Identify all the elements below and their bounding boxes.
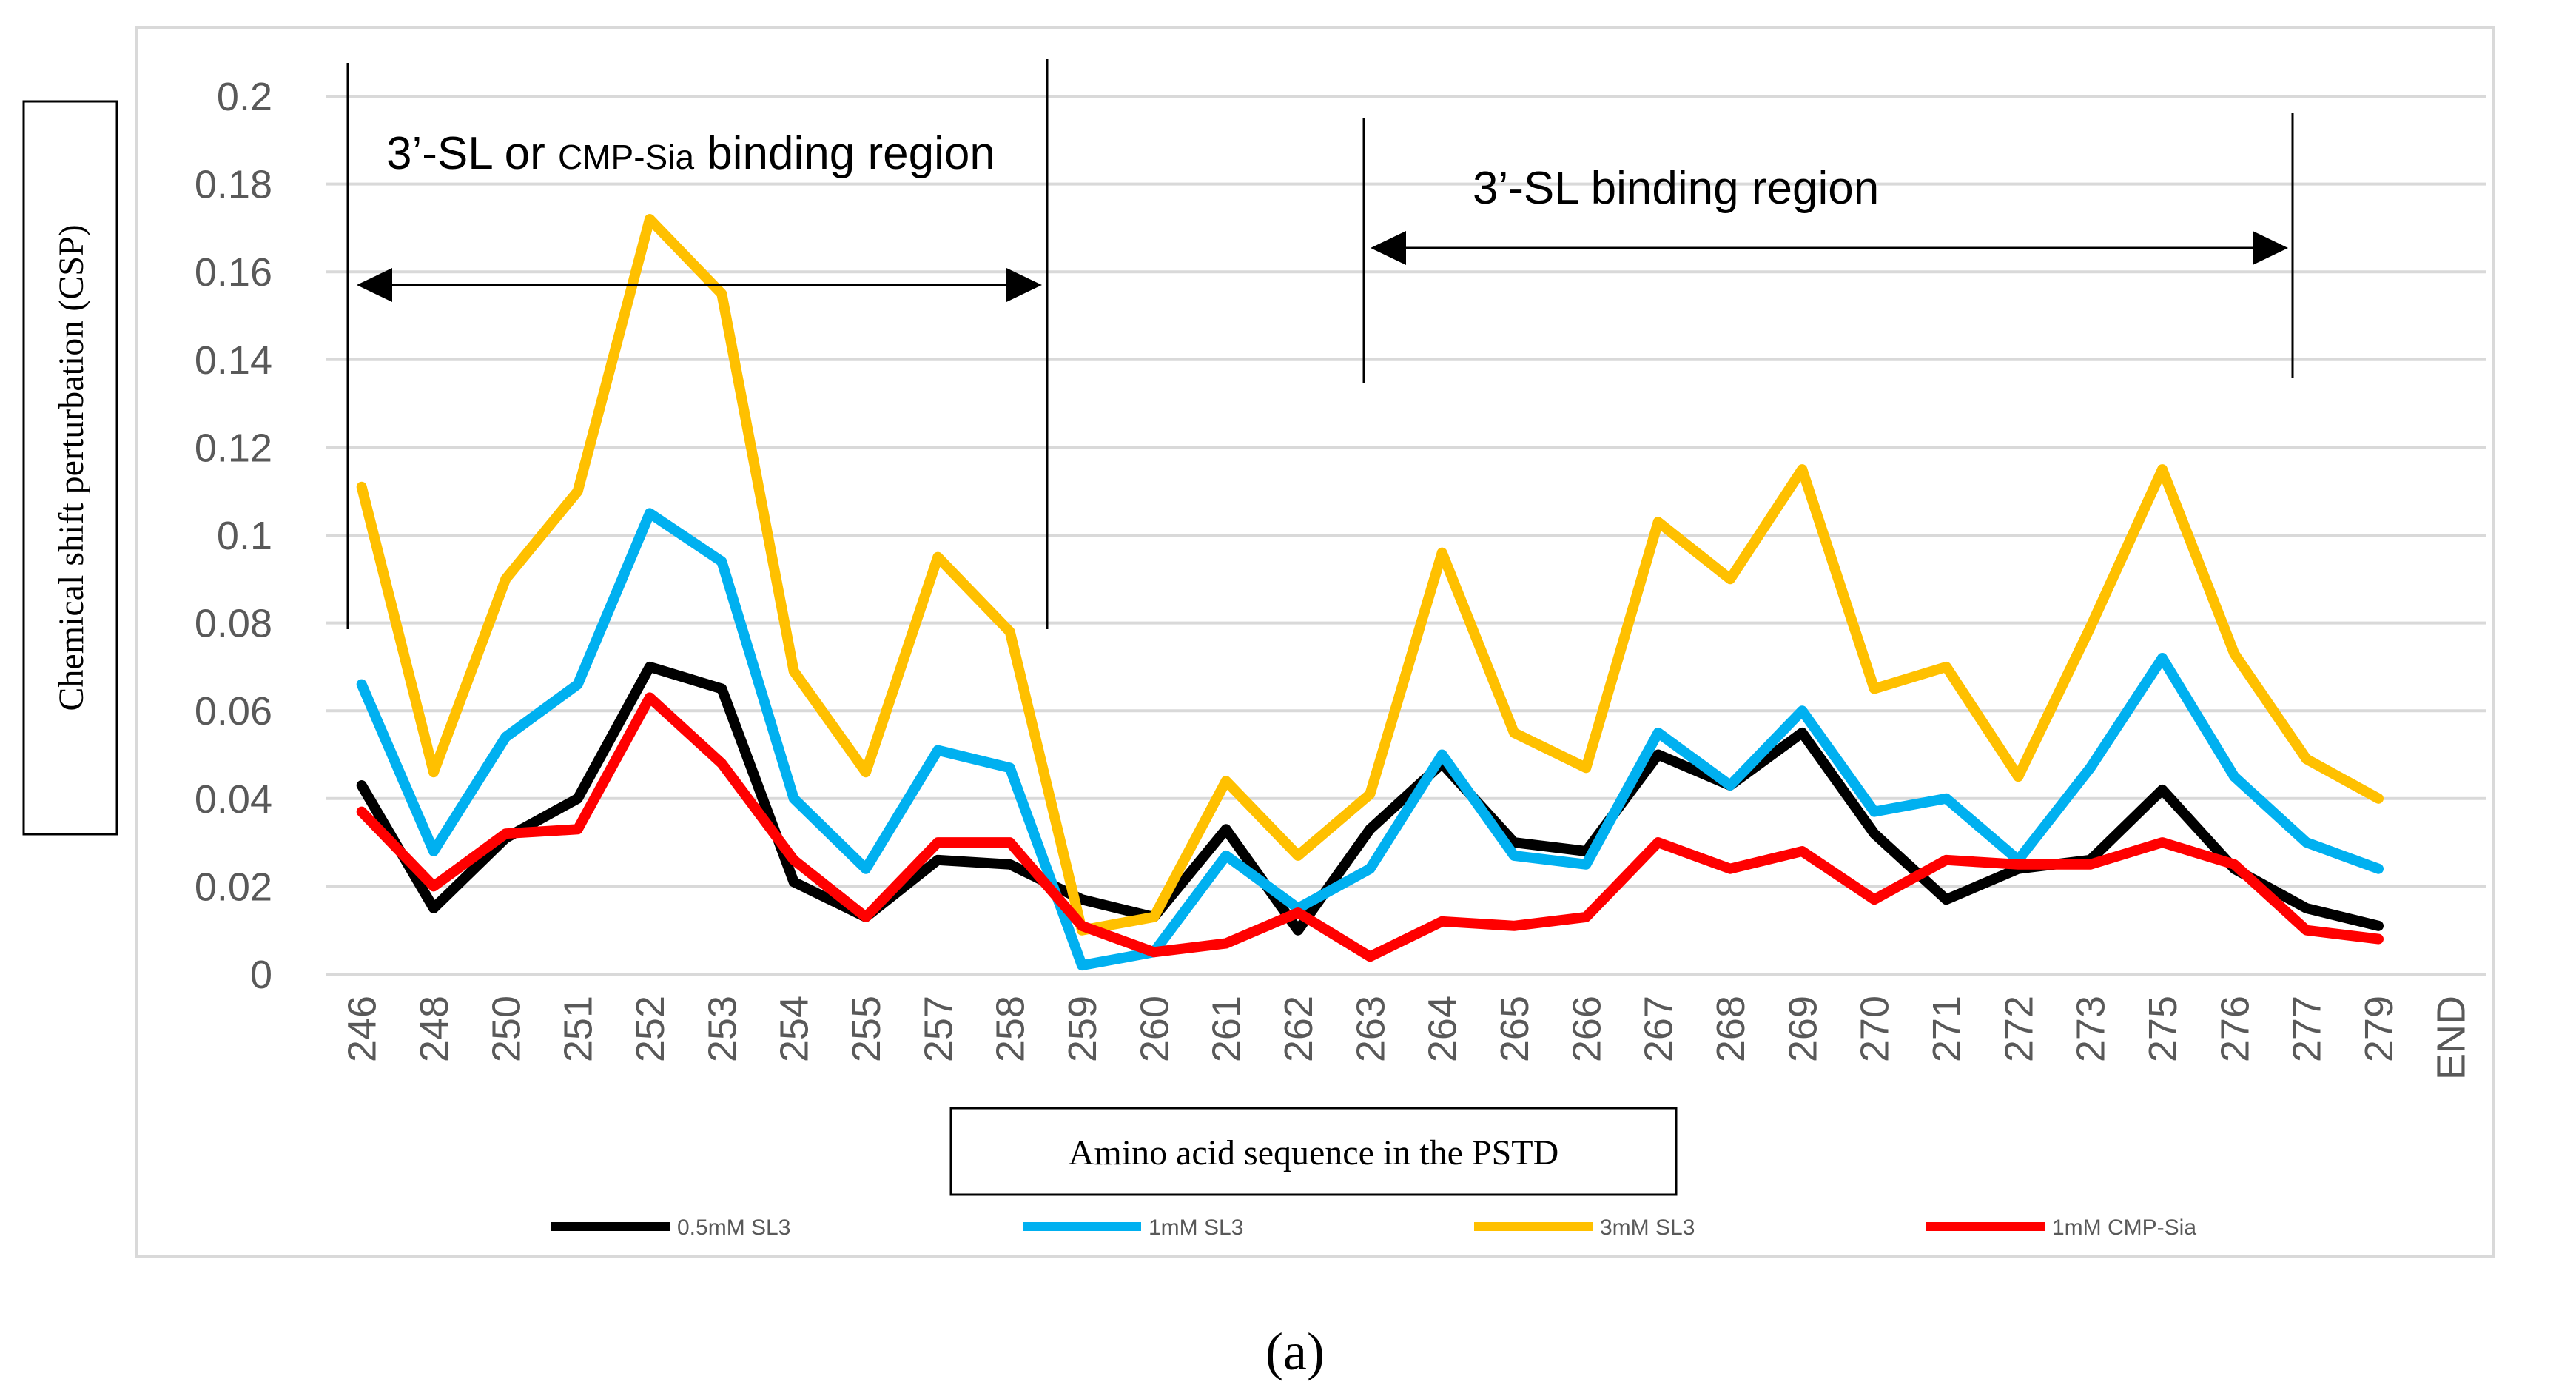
x-tick-label: 265 <box>1493 996 1537 1062</box>
x-tick-label: 273 <box>2069 996 2113 1062</box>
x-tick-label: 276 <box>2213 996 2257 1062</box>
region-1-label-b: CMP-Sia <box>558 138 694 176</box>
x-tick-label: 264 <box>1421 996 1465 1062</box>
annotation-region-2: 3’-SL binding region <box>1362 113 2294 383</box>
y-tick-label: 0 <box>250 953 272 997</box>
x-tick-label: 268 <box>1709 996 1753 1062</box>
y-tick-label: 0.06 <box>195 689 272 734</box>
y-tick-label: 0.1 <box>217 514 272 558</box>
y-tick-label: 0.16 <box>195 250 272 295</box>
y-tick-label: 0.08 <box>195 602 272 646</box>
x-tick-label: 252 <box>628 996 673 1062</box>
region-1-label: 3’-SL or CMP-Sia binding region <box>386 128 995 179</box>
y-tick-label: 0.14 <box>195 338 272 383</box>
y-tick-label: 0.2 <box>217 75 272 119</box>
x-tick-label: 277 <box>2285 996 2330 1062</box>
y-tick-label: 0.12 <box>195 426 272 470</box>
x-axis-title: Amino acid sequence in the PSTD <box>1069 1133 1559 1172</box>
y-tick-label: 0.04 <box>195 777 272 822</box>
x-tick-label: 258 <box>989 996 1033 1062</box>
region-2-label: 3’-SL binding region <box>1473 163 1879 214</box>
x-tick-label: 262 <box>1277 996 1321 1062</box>
x-tick-label: 246 <box>340 996 385 1062</box>
figure-caption: (a) <box>1265 1322 1325 1381</box>
chart-frame <box>135 26 2495 1258</box>
legend: 0.5mM SL3 1mM SL3 3mM SL3 1mM CMP-Sia <box>551 1215 2196 1240</box>
series-lines <box>356 214 2384 971</box>
region-1-arrow-left-head <box>357 268 392 302</box>
x-tick-label: 266 <box>1564 996 1609 1062</box>
legend-label: 1mM SL3 <box>1149 1215 1243 1240</box>
x-tick-label: 251 <box>556 996 601 1062</box>
y-axis-title-box <box>22 100 118 836</box>
x-tick-label: 257 <box>916 996 961 1062</box>
gridlines <box>326 95 2486 888</box>
x-tick-label: 271 <box>1925 996 1969 1062</box>
region-1-arrow-right-head <box>1006 268 1042 302</box>
x-tick-label: 270 <box>1853 996 1897 1062</box>
x-tick-label: 259 <box>1060 996 1105 1062</box>
y-axis-title: Chemical shift perturbation (CSP) <box>52 224 91 711</box>
x-tick-label: 261 <box>1205 996 1249 1062</box>
region-2-arrow-right-head <box>2253 231 2288 265</box>
region-1-label-c: binding region <box>694 128 995 179</box>
annotation-region-1: 3’-SL or CMP-Sia binding region <box>346 59 1049 629</box>
x-tick-label: 248 <box>412 996 457 1062</box>
x-tick-label: 260 <box>1132 996 1177 1062</box>
legend-label: 3mM SL3 <box>1600 1215 1695 1240</box>
region-1-label-a: 3’-SL or <box>386 128 558 179</box>
x-tick-label: 267 <box>1637 996 1681 1062</box>
y-tick-label: 0.02 <box>195 865 272 909</box>
y-tick-label: 0.18 <box>195 163 272 207</box>
y-axis-ticks: 0 0.02 0.04 0.06 0.08 0.1 0.12 0.14 0.16 0.18 0.2 <box>195 75 272 997</box>
x-axis-title-box <box>949 1107 1678 1196</box>
legend-label: 0.5mM SL3 <box>677 1215 790 1240</box>
x-tick-label: 275 <box>2141 996 2185 1062</box>
x-tick-label: 263 <box>1348 996 1393 1062</box>
x-tick-label: 253 <box>700 996 744 1062</box>
x-tick-label: 272 <box>1997 996 2041 1062</box>
legend-label: 1mM CMP-Sia <box>2052 1215 2196 1240</box>
x-tick-label: 279 <box>2357 996 2401 1062</box>
x-tick-label: 269 <box>1780 996 1825 1062</box>
x-axis-ticks: 246 248 250 251 252 253 254 255 257 258 259 260 261 2… <box>340 996 2474 1080</box>
x-tick-label: END <box>2429 996 2473 1080</box>
series-line-3mm-sl3 <box>356 214 2384 936</box>
x-tick-label: 255 <box>844 996 889 1062</box>
x-tick-label: 254 <box>773 996 817 1062</box>
series-line-1mm-sl3 <box>356 508 2384 971</box>
x-tick-label: 250 <box>484 996 528 1062</box>
region-2-arrow-left-head <box>1371 231 1406 265</box>
series-line-1mm-cmp-sia <box>356 692 2384 962</box>
